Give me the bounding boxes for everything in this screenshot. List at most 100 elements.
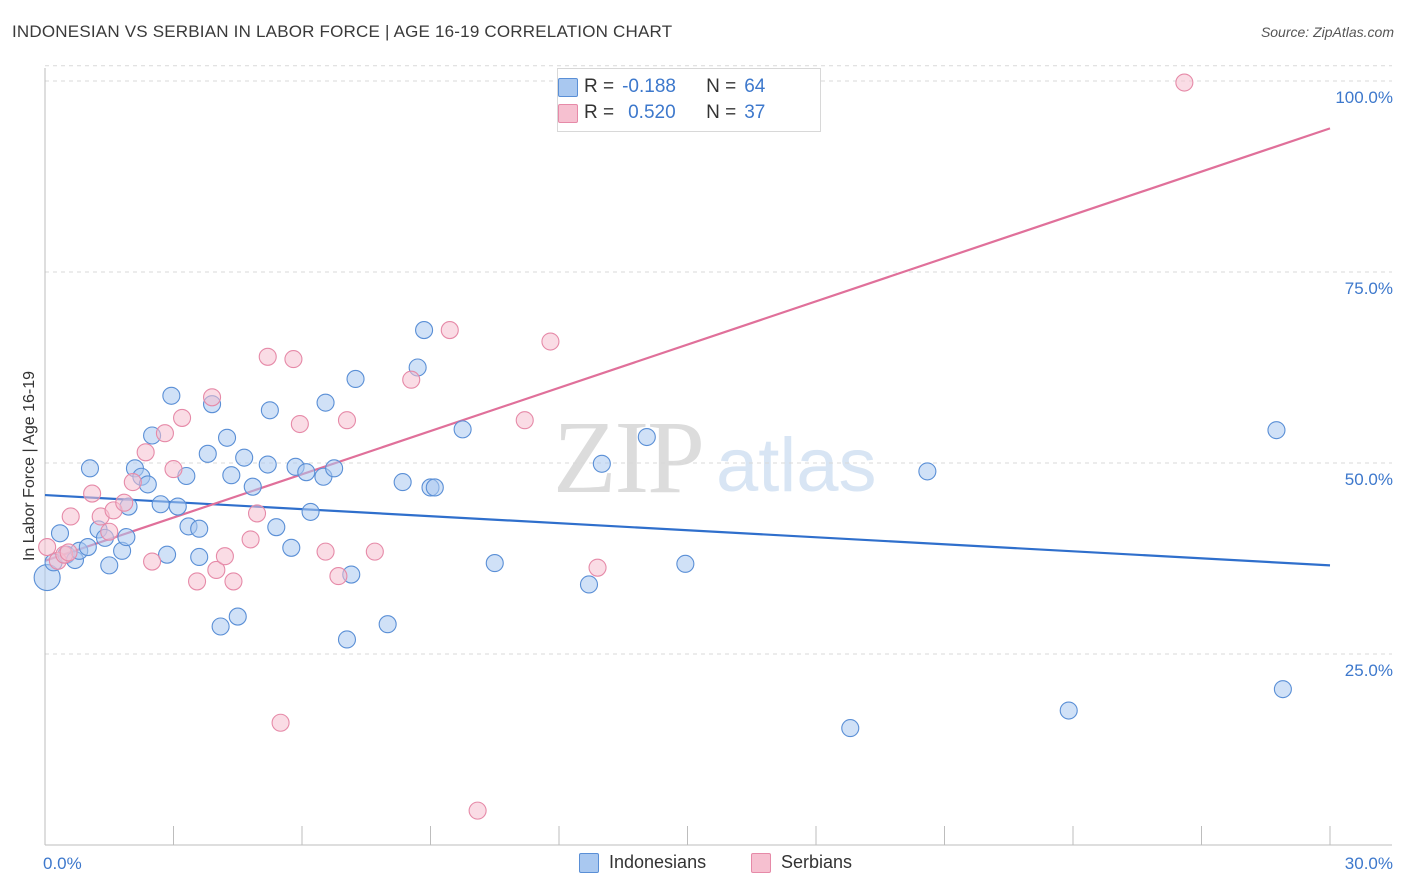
- serbian-point: [541, 332, 560, 351]
- legend-label: Serbians: [781, 852, 853, 872]
- indonesian-point: [579, 575, 599, 594]
- indonesian-trend-line: [44, 493, 1331, 567]
- serbian-point: [365, 542, 384, 561]
- legend-label: Indonesians: [609, 852, 707, 872]
- indonesian-point: [190, 519, 209, 538]
- serbian-point: [123, 473, 142, 492]
- indonesian-swatch: [558, 78, 578, 97]
- indonesian-point: [282, 538, 301, 557]
- legend-n-label: N =: [706, 76, 737, 97]
- indonesian-point: [217, 428, 237, 447]
- serbian-point: [402, 370, 421, 389]
- indonesian-point: [158, 545, 177, 564]
- indonesian-point: [151, 495, 170, 514]
- indonesian-point: [316, 393, 335, 412]
- grid-layer: [45, 65, 1392, 655]
- legend-item-indonesians[interactable]: Indonesians: [579, 852, 706, 873]
- indonesian-point: [301, 502, 320, 521]
- serbian-swatch: [558, 104, 578, 123]
- legend-n-value: 64: [744, 76, 766, 97]
- indonesian-point: [676, 554, 695, 573]
- watermark-atlas: atlas: [716, 423, 877, 508]
- indonesian-point: [918, 462, 937, 481]
- watermark-zip: ZIP: [553, 400, 705, 515]
- serbian-point: [100, 522, 119, 541]
- indonesian-swatch: [579, 852, 599, 873]
- indonesian-point: [346, 369, 365, 389]
- indonesian-point: [243, 477, 262, 496]
- legend-n-label: N =: [706, 102, 737, 123]
- legend-r-value: 0.520: [628, 102, 676, 123]
- source-label: Source: ZipAtlas.com: [1260, 24, 1394, 40]
- serbian-point: [290, 414, 309, 434]
- legend-r-label: R =: [584, 76, 615, 97]
- legend-r-value: -0.188: [622, 76, 676, 97]
- y-tick-label: 50.0%: [1345, 470, 1393, 489]
- serbian-point: [203, 388, 222, 407]
- serbian-point: [188, 572, 207, 591]
- indonesian-point: [162, 386, 181, 405]
- legend-n-value: 37: [744, 102, 766, 123]
- serbian-point: [115, 493, 134, 512]
- serbian-point: [440, 321, 459, 340]
- serbian-point: [215, 547, 234, 566]
- indonesian-point: [637, 427, 656, 447]
- serbian-point: [515, 411, 534, 430]
- serbian-point: [468, 801, 487, 820]
- indonesian-point: [78, 537, 97, 557]
- indonesian-point: [1059, 701, 1078, 720]
- indonesian-point: [1267, 421, 1286, 440]
- serbian-point: [143, 552, 162, 571]
- indonesian-point: [80, 459, 100, 478]
- indonesian-point: [841, 719, 860, 738]
- indonesian-point: [228, 607, 247, 626]
- serbian-point: [224, 572, 243, 591]
- indonesian-point: [190, 547, 209, 567]
- indonesian-point: [415, 321, 434, 340]
- serbian-point: [258, 347, 277, 366]
- serbian-point: [61, 507, 80, 526]
- indonesian-point: [453, 420, 472, 439]
- serbian-point: [1175, 73, 1194, 92]
- indonesian-point: [168, 497, 187, 516]
- indonesian-point: [378, 615, 397, 634]
- serbian-swatch: [751, 852, 771, 873]
- indonesian-point: [485, 554, 504, 573]
- chart-title: INDONESIAN VS SERBIAN IN LABOR FORCE | A…: [12, 22, 673, 41]
- y-tick-label: 75.0%: [1345, 279, 1393, 298]
- y-tick-label: 25.0%: [1345, 661, 1393, 680]
- indonesian-point: [337, 630, 357, 649]
- indonesian-point: [117, 528, 136, 547]
- legend-item-serbians[interactable]: Serbians: [751, 852, 852, 873]
- serbian-trend-line: [44, 127, 1331, 562]
- y-tick-label: 100.0%: [1335, 88, 1393, 107]
- indonesian-point: [425, 478, 444, 497]
- serbian-point: [316, 542, 335, 561]
- tick-label-layer: 25.0% 50.0% 75.0% 100.0% 0.0% 30.0%: [43, 88, 1393, 873]
- serbian-point: [59, 543, 78, 562]
- serbian-point: [155, 424, 174, 443]
- indonesian-point: [100, 556, 119, 575]
- indonesian-point: [138, 475, 157, 494]
- indonesian-point: [222, 466, 241, 485]
- indonesian-point: [198, 444, 217, 463]
- indonesian-point: [592, 454, 611, 473]
- serbian-point: [271, 713, 290, 732]
- indonesian-point: [260, 401, 279, 420]
- serbian-point: [136, 443, 155, 462]
- indonesian-point: [297, 463, 316, 482]
- x-tick-label: 0.0%: [43, 854, 82, 873]
- indonesian-point: [235, 448, 254, 467]
- serbian-point: [337, 411, 357, 430]
- axis-layer: [44, 68, 1392, 846]
- indonesian-point: [1273, 680, 1292, 699]
- serbian-point: [241, 530, 260, 549]
- correlation-legend: R = -0.188 N = 64 R = 0.520 N = 37: [557, 68, 821, 132]
- trend-layer: [44, 127, 1331, 567]
- indonesian-point: [258, 455, 277, 474]
- serbian-point: [83, 484, 102, 503]
- legend-row-serbians: R = 0.520 N = 37: [558, 101, 766, 125]
- indonesian-point: [393, 473, 412, 492]
- serbian-point: [164, 460, 183, 479]
- indonesian-point: [267, 518, 286, 537]
